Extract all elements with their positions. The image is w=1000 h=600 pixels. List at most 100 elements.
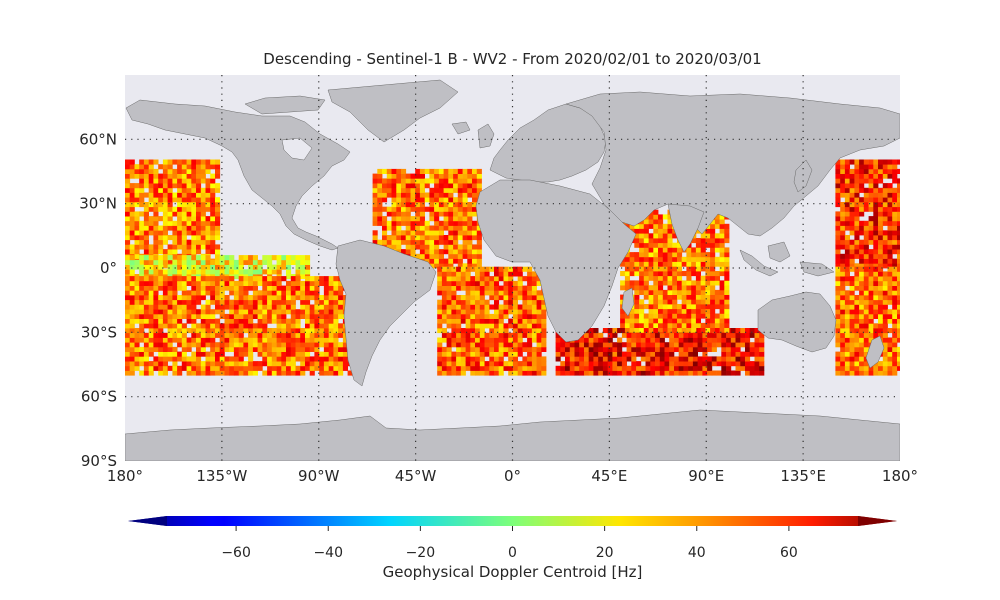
- data-cell: [186, 255, 192, 261]
- data-cell: [844, 216, 850, 222]
- data-cell: [667, 299, 673, 305]
- data-cell: [148, 285, 154, 291]
- data-cell: [719, 327, 725, 333]
- data-cell: [257, 346, 263, 352]
- data-cell: [338, 328, 344, 334]
- data-cell: [401, 202, 407, 208]
- data-cell: [714, 318, 720, 324]
- data-cell: [456, 299, 462, 305]
- data-cell: [210, 239, 216, 245]
- data-cell: [522, 309, 528, 315]
- data-cell: [740, 356, 746, 362]
- data-cell: [730, 370, 736, 376]
- data-cell: [200, 216, 206, 222]
- data-cell: [688, 356, 694, 362]
- data-cell: [863, 202, 869, 208]
- data-cell: [624, 285, 630, 291]
- data-cell: [527, 271, 533, 277]
- data-cell: [257, 342, 263, 348]
- data-cell: [429, 216, 435, 222]
- longitude-tick-label: 0°: [504, 467, 521, 485]
- data-cell: [134, 225, 140, 231]
- data-cell: [243, 304, 249, 310]
- data-cell: [859, 332, 865, 338]
- data-cell: [333, 361, 339, 367]
- data-cell: [252, 269, 258, 275]
- data-cell: [262, 370, 268, 376]
- data-cell: [323, 318, 329, 324]
- data-cell: [695, 318, 701, 324]
- data-cell: [134, 239, 140, 245]
- data-cell: [229, 269, 235, 275]
- data-cell: [456, 266, 462, 272]
- data-cell: [863, 332, 869, 338]
- data-cell: [158, 197, 164, 203]
- data-cell: [724, 261, 730, 267]
- data-cell: [639, 322, 645, 328]
- data-cell: [125, 269, 131, 275]
- data-cell: [271, 365, 277, 371]
- data-cell: [730, 356, 736, 362]
- data-cell: [512, 271, 518, 277]
- data-cell: [276, 351, 282, 357]
- data-cell: [219, 295, 225, 301]
- data-cell: [849, 263, 855, 269]
- data-cell: [323, 328, 329, 334]
- data-cell: [878, 323, 884, 329]
- data-cell: [224, 269, 230, 275]
- data-cell: [172, 235, 178, 241]
- data-cell: [460, 346, 466, 352]
- data-cell: [584, 342, 590, 348]
- data-cell: [522, 313, 528, 319]
- data-cell: [887, 202, 893, 208]
- data-cell: [215, 290, 221, 296]
- data-cell: [541, 318, 547, 324]
- data-cell: [323, 346, 329, 352]
- data-cell: [754, 337, 760, 343]
- data-cell: [401, 235, 407, 241]
- data-cell: [153, 259, 159, 265]
- data-cell: [453, 173, 459, 179]
- data-cell: [267, 337, 273, 343]
- data-cell: [446, 323, 452, 329]
- data-cell: [148, 299, 154, 305]
- data-cell: [859, 370, 865, 376]
- data-cell: [868, 202, 874, 208]
- data-cell: [726, 351, 732, 357]
- data-cell: [878, 168, 884, 174]
- data-cell: [233, 361, 239, 367]
- data-cell: [617, 346, 623, 352]
- data-cell: [191, 356, 197, 362]
- data-cell: [512, 313, 518, 319]
- data-cell: [700, 275, 706, 281]
- data-cell: [200, 259, 206, 265]
- data-cell: [878, 192, 884, 198]
- data-cell: [148, 249, 154, 255]
- data-cell: [527, 361, 533, 367]
- data-cell: [859, 346, 865, 352]
- data-cell: [620, 285, 626, 291]
- data-cell: [691, 327, 697, 333]
- data-cell: [726, 370, 732, 376]
- data-cell: [844, 280, 850, 286]
- data-cell: [314, 361, 320, 367]
- data-cell: [634, 318, 640, 324]
- data-cell: [878, 197, 884, 203]
- data-cell: [148, 280, 154, 286]
- data-cell: [139, 255, 145, 261]
- data-cell: [697, 346, 703, 352]
- data-cell: [405, 216, 411, 222]
- data-cell: [377, 211, 383, 217]
- data-cell: [634, 242, 640, 248]
- data-cell: [281, 318, 287, 324]
- data-cell: [840, 216, 846, 222]
- data-cell: [257, 280, 263, 286]
- data-cell: [210, 342, 216, 348]
- data-cell: [878, 258, 884, 264]
- data-cell: [593, 365, 599, 371]
- data-cell: [415, 225, 421, 231]
- data-cell: [139, 318, 145, 324]
- data-cell: [328, 370, 334, 376]
- data-cell: [257, 276, 263, 282]
- data-cell: [215, 332, 221, 338]
